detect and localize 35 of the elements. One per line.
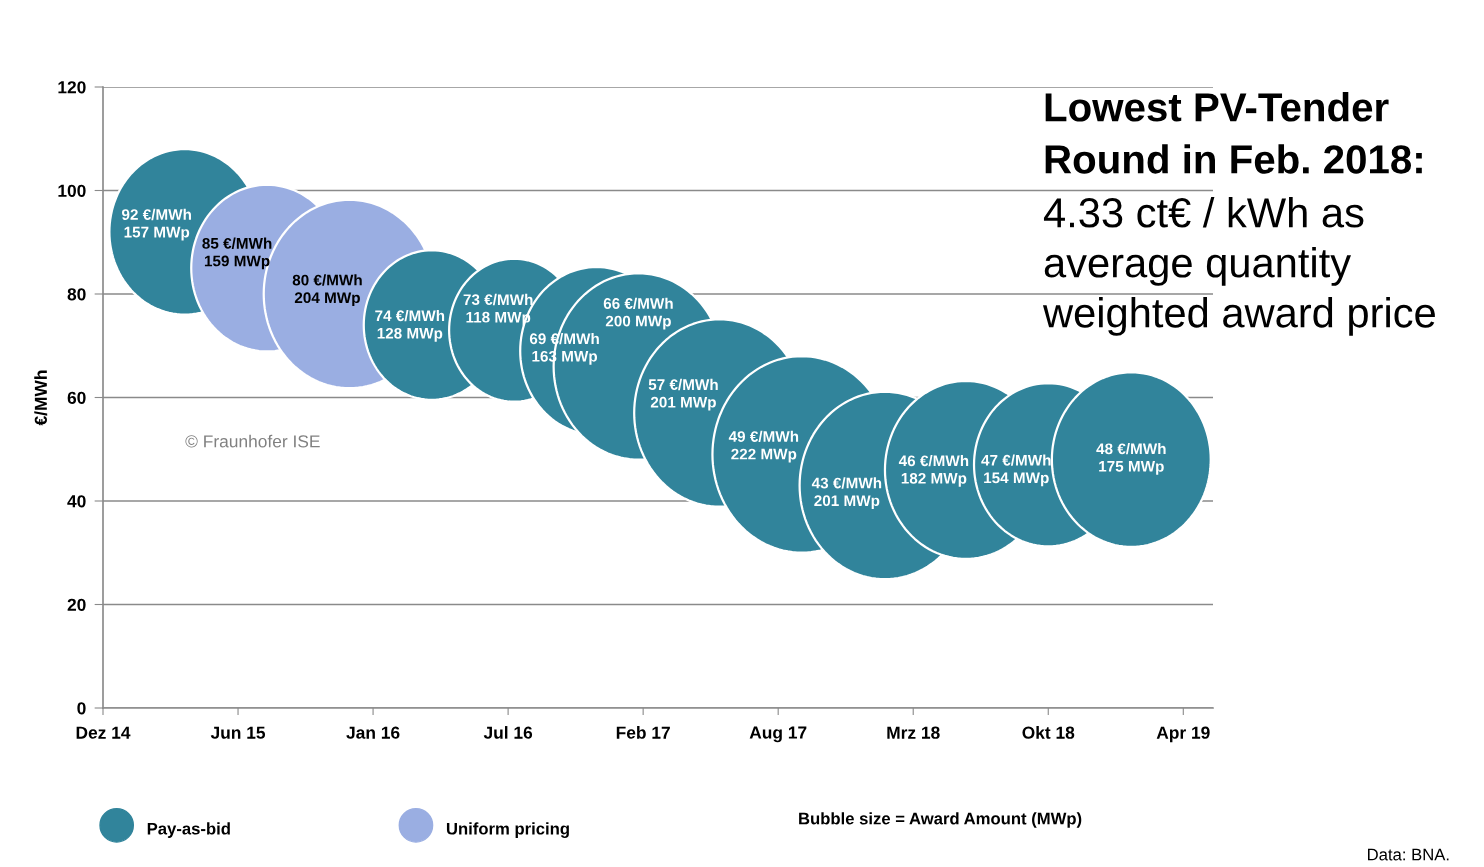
legend-label: Pay-as-bid — [147, 822, 230, 838]
y-tick-label: 60 — [67, 391, 86, 404]
text: 4.33 ct€ / kWh as average quantity weighted award price — [1042, 197, 1435, 336]
data-label: 49 €/MWh 222 MWp — [728, 430, 799, 463]
data-label: 66 €/MWh 200 MWp — [603, 297, 673, 330]
x-tick-label: Jun 15 — [210, 726, 266, 739]
y-tick-label: 20 — [67, 598, 86, 611]
x-tick-label: Dez 14 — [76, 726, 131, 739]
y-axis-title: €/MWh — [34, 370, 48, 426]
data-label: 48 €/MWh 175 MWp — [1096, 442, 1166, 475]
data-label: 46 €/MWh 182 MWp — [898, 454, 969, 487]
x-tick-label: Aug 17 — [749, 726, 807, 743]
data-label: 47 €/MWh 154 MWp — [981, 454, 1051, 487]
data-label: 80 €/MWh 204 MWp — [292, 274, 362, 307]
annotation: © Fraunhofer ISE — [185, 434, 320, 448]
x-tick-label: Jul 16 — [483, 726, 533, 739]
data-label: 92 €/MWh 157 MWp — [122, 208, 191, 241]
y-tick-label: 40 — [67, 495, 86, 508]
x-tick-label: Mrz 18 — [887, 726, 940, 739]
y-tick-label: 100 — [58, 184, 86, 197]
data-label: 74 €/MWh 128 MWp — [375, 309, 445, 342]
data-label: 57 €/MWh 201 MWp — [648, 378, 718, 411]
y-tick-label: 80 — [67, 288, 86, 301]
y-tick-label: 120 — [58, 81, 86, 94]
x-tick-label: Apr 19 — [1156, 726, 1210, 743]
legend-label: Uniform pricing — [446, 822, 569, 838]
y-tick-label: 0 — [77, 702, 86, 715]
data-label: 43 €/MWh 201 MWp — [811, 477, 882, 510]
data-label: 85 €/MWh 159 MWp — [202, 237, 272, 270]
x-tick-label: Okt 18 — [1022, 726, 1075, 739]
text: Data: BNA. — [1368, 848, 1449, 861]
text: Bubble size = Award Amount (MWp) — [799, 812, 1082, 828]
x-tick-label: Feb 17 — [616, 726, 670, 739]
text: Lowest PV-Tender Round in Feb. 2018: — [1045, 92, 1422, 174]
x-tick-label: Jan 16 — [346, 726, 400, 739]
